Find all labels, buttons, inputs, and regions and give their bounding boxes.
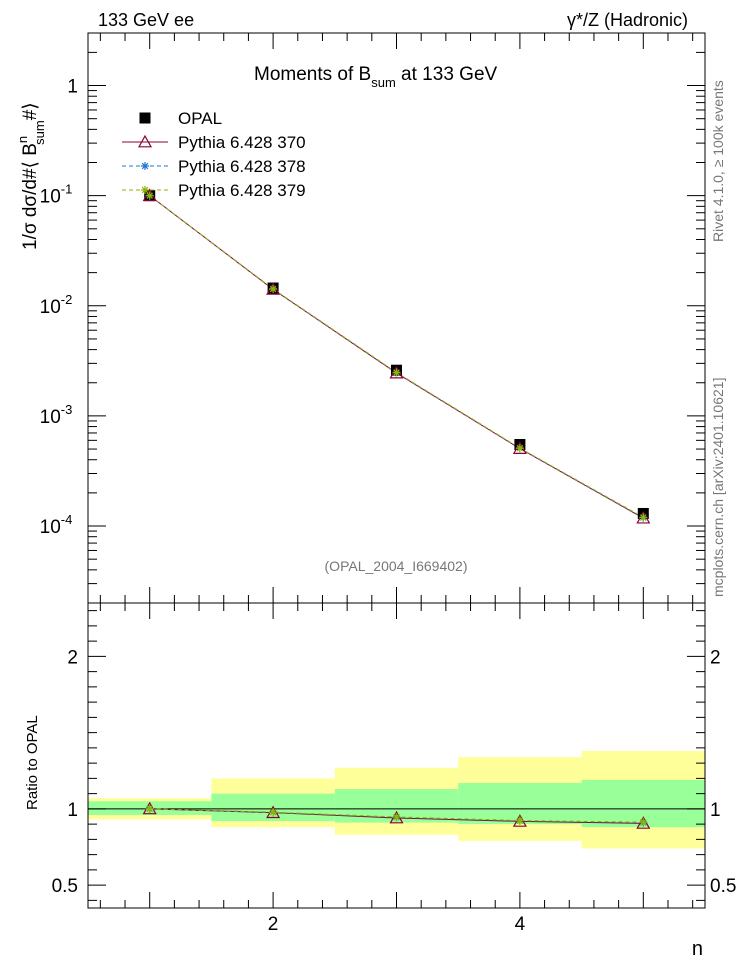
header-left: 133 GeV ee	[98, 10, 194, 30]
main-ylabel: 1/σ dσ/d#⟨ Bn sum#⟩	[15, 102, 47, 250]
ratio-axis-layer: 0.5 0.5 1 1 2 2 2 4	[52, 603, 736, 935]
ratio-marker-2-3	[515, 816, 524, 825]
main-title: Moments of Bsum at 133 GeV	[254, 64, 498, 90]
legend-marker-3	[141, 186, 149, 194]
legend-marker-1	[137, 134, 153, 148]
main-ytick-label-4: 1	[67, 77, 78, 98]
legend: OPAL Pythia 6.428 370 Pythia 6.428 378 Pyth…	[122, 109, 306, 200]
ratio-ytick-label-right-2: 2	[710, 647, 721, 668]
main-data-layer	[142, 188, 651, 524]
main-marker-3-0	[145, 191, 154, 200]
ratio-data-layer	[142, 801, 651, 829]
main-ylabel-sup: n	[15, 136, 30, 143]
main-marker-3-1	[269, 285, 278, 294]
rivet-label: Rivet 4.1.0, ≥ 100k events	[710, 80, 726, 242]
ratio-ytick-label-left-0: 0.5	[52, 876, 78, 897]
legend-label-3: Pythia 6.428 379	[178, 181, 306, 200]
ratio-marker-2-2	[392, 812, 401, 821]
main-ytick-label-3: 10-1	[40, 182, 73, 208]
legend-label-2: Pythia 6.428 378	[178, 157, 306, 176]
legend-label-0: OPAL	[178, 109, 222, 128]
main-ylabel-pre: 1/σ dσ/d#⟨ B	[20, 143, 41, 250]
ratio-marker-2-0	[145, 804, 154, 813]
ratio-band-layer	[88, 750, 705, 849]
legend-label-1: Pythia 6.428 370	[178, 133, 306, 152]
main-ylabel-sub: sum	[32, 120, 47, 145]
ratio-ytick-label-left-1: 1	[67, 800, 78, 821]
main-series-line-2	[149, 195, 644, 519]
legend-marker-2	[141, 162, 149, 170]
main-title-rest: at 133 GeV	[396, 64, 498, 85]
header-right: γ*/Z (Hadronic)	[567, 10, 688, 30]
main-ytick-label-0: 10-4	[40, 512, 73, 538]
x-tick-label-1: 4	[515, 914, 526, 935]
legend-marker-opal	[139, 112, 151, 124]
main-axis-layer: 10-4 10-3 10-2 10-1 1	[40, 32, 705, 604]
ratio-ytick-label-right-1: 1	[710, 800, 721, 821]
main-title-text: Moments of B	[254, 64, 371, 85]
x-tick-label-0: 2	[268, 914, 279, 935]
main-ytick-label-2: 10-2	[40, 292, 73, 318]
ratio-marker-2-1	[269, 808, 278, 817]
main-marker-3-3	[515, 444, 524, 453]
analysis-watermark: (OPAL_2004_I669402)	[325, 558, 468, 574]
main-marker-3-2	[392, 368, 401, 377]
x-axis-label: n	[692, 938, 703, 960]
main-ytick-label-1: 10-3	[40, 402, 73, 428]
main-marker-3-4	[639, 513, 648, 522]
ratio-marker-2-4	[639, 818, 648, 827]
main-ylabel-post: #⟩	[20, 102, 41, 120]
ratio-ytick-label-left-2: 2	[67, 647, 78, 668]
main-series-line-1	[149, 195, 644, 519]
mcplots-label: mcplots.cern.ch [arXiv:2401.10621]	[710, 378, 726, 597]
main-title-sub: sum	[371, 75, 396, 90]
ratio-ytick-label-right-0: 0.5	[710, 876, 736, 897]
main-series-line-3	[149, 195, 644, 518]
ratio-ylabel: Ratio to OPAL	[24, 715, 41, 810]
